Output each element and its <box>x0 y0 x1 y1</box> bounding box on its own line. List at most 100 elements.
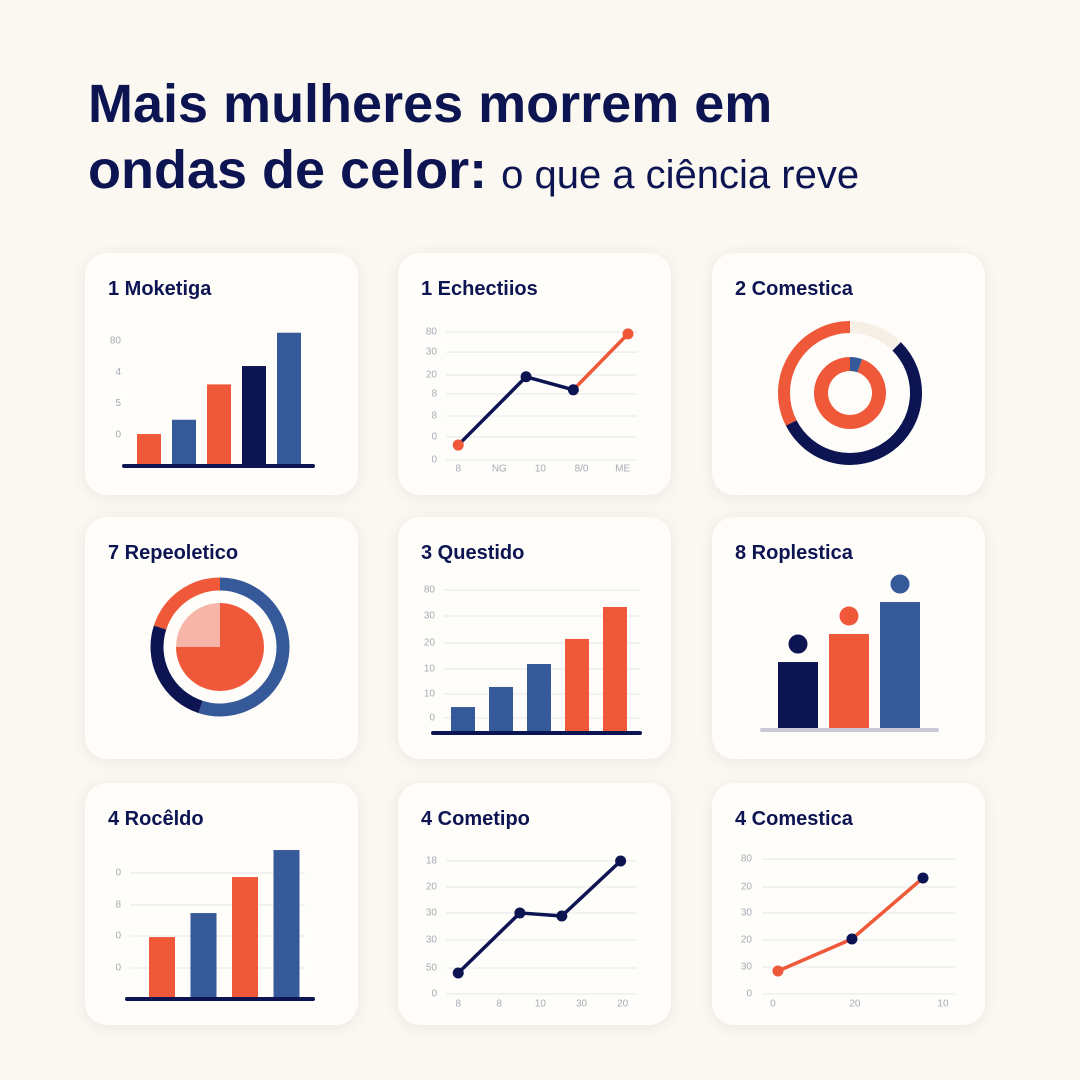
y-tick-label: 30 <box>426 935 438 946</box>
line-point <box>452 967 464 979</box>
ring-segment <box>814 357 886 429</box>
y-tick-label: 0 <box>115 931 121 942</box>
bar <box>207 384 231 466</box>
title-bold: ondas de celor: <box>88 140 487 200</box>
bar <box>232 877 258 999</box>
x-tick-label: 20 <box>849 999 861 1010</box>
y-tick-label: 0 <box>431 989 437 1000</box>
y-tick-label: 30 <box>426 908 438 919</box>
x-tick-label: 8 <box>497 999 503 1010</box>
y-tick-label: 0 <box>431 455 437 466</box>
line-segment <box>776 937 854 973</box>
y-tick-label: 4 <box>115 367 121 378</box>
ring-segment <box>176 603 222 649</box>
ring-segment <box>778 321 851 426</box>
y-tick-label: 80 <box>426 327 438 338</box>
bar <box>149 937 175 999</box>
y-tick-label: 10 <box>424 689 436 700</box>
card-title: 7 Repeoletico <box>108 542 238 564</box>
line-point <box>772 965 784 977</box>
ring-segment <box>785 342 922 465</box>
y-tick-label: 10 <box>424 664 436 675</box>
line-point <box>622 328 634 340</box>
bar <box>172 419 196 466</box>
x-tick-label: 10 <box>937 999 949 1010</box>
ring-segment <box>176 603 264 691</box>
y-tick-label: 30 <box>424 611 436 622</box>
x-tick-label: 0 <box>770 999 776 1010</box>
x-tick-label: 8/0 <box>575 464 589 475</box>
card-title: 4 Rocêldo <box>108 808 204 830</box>
y-tick-label: 8 <box>115 900 121 911</box>
y-tick-label: 80 <box>424 585 436 596</box>
card-title: 2 Comestica <box>735 278 854 300</box>
bar <box>190 913 217 999</box>
card <box>398 517 671 759</box>
bar <box>829 634 869 730</box>
y-tick-label: 5 <box>115 398 121 409</box>
x-tick-label: 30 <box>576 999 588 1010</box>
y-tick-label: 20 <box>741 935 753 946</box>
bar <box>451 707 475 733</box>
bar <box>242 366 266 466</box>
y-tick-label: 0 <box>429 713 435 724</box>
x-tick-label: 10 <box>535 464 547 475</box>
y-tick-label: 30 <box>426 347 438 358</box>
y-tick-label: 20 <box>426 370 438 381</box>
y-tick-label: 8 <box>431 389 437 400</box>
y-tick-label: 30 <box>741 962 753 973</box>
y-tick-label: 30 <box>741 908 753 919</box>
y-tick-label: 0 <box>115 429 121 440</box>
line-point <box>846 933 858 945</box>
line-point <box>567 384 579 396</box>
y-tick-label: 20 <box>426 882 438 893</box>
bar <box>137 434 161 466</box>
line-segment <box>456 911 522 975</box>
y-tick-label: 80 <box>110 336 122 347</box>
y-tick-label: 0 <box>431 432 437 443</box>
line-point <box>556 910 568 922</box>
y-tick-label: 0 <box>746 989 752 1000</box>
line-point <box>917 872 929 884</box>
page-title: Mais mulheres morrem em <box>88 74 772 134</box>
x-tick-label: 20 <box>617 999 629 1010</box>
x-tick-label: NG <box>492 464 507 475</box>
card-title: 3 Questido <box>421 542 524 564</box>
x-tick-label: ME <box>615 464 630 475</box>
bar-dot <box>788 634 808 654</box>
line-point <box>615 855 627 867</box>
line-segment <box>571 332 630 392</box>
ring-segment <box>849 321 901 351</box>
card-title: 4 Comestica <box>735 808 854 830</box>
bar-dot <box>890 574 910 594</box>
y-tick-label: 18 <box>426 856 438 867</box>
title-rest: o que a ciência reve <box>501 153 859 197</box>
bar <box>880 602 920 730</box>
card-title: 1 Echectiios <box>421 278 538 300</box>
card <box>712 253 985 495</box>
bar <box>277 332 301 466</box>
card-title: 8 Roplestica <box>735 542 854 564</box>
ring-segment <box>153 577 221 630</box>
line-point <box>514 907 526 919</box>
bar <box>778 662 818 730</box>
bar <box>565 638 589 733</box>
x-tick-label: 8 <box>455 999 461 1010</box>
card-title: 4 Cometipo <box>421 808 530 830</box>
y-tick-label: 80 <box>741 854 753 865</box>
line-segment <box>850 876 925 941</box>
page-title-line2: ondas de celor: o que a ciência reve <box>88 140 859 200</box>
bar-dot <box>839 606 859 626</box>
line-segment <box>524 375 576 392</box>
ring-segment <box>849 357 863 373</box>
line-segment <box>518 911 564 918</box>
line-segment <box>560 859 623 918</box>
bar <box>603 607 627 733</box>
bar <box>489 686 513 733</box>
line-segment <box>456 375 528 447</box>
bar <box>273 850 300 999</box>
y-tick-label: 50 <box>426 963 438 974</box>
line-point <box>452 439 464 451</box>
card <box>712 783 985 1025</box>
